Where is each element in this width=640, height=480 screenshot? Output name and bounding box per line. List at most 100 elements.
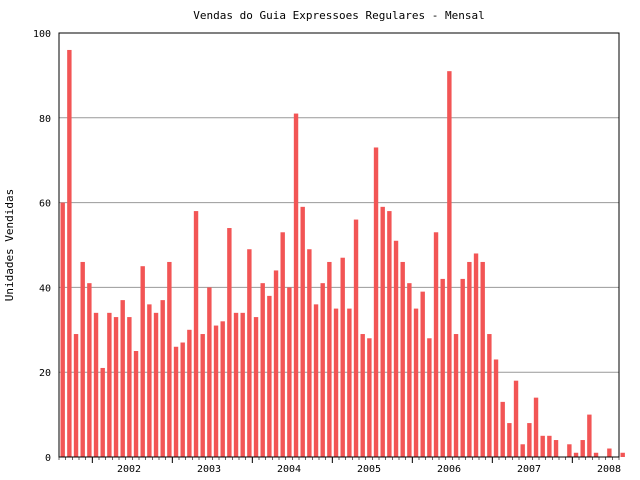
bar bbox=[167, 261, 172, 457]
bar bbox=[87, 283, 92, 457]
bar bbox=[553, 440, 559, 457]
x-tick-label: 2002 bbox=[117, 464, 141, 475]
bar bbox=[360, 334, 365, 457]
bar bbox=[120, 300, 125, 457]
bar bbox=[113, 317, 119, 457]
bar bbox=[607, 448, 612, 457]
bar bbox=[273, 270, 279, 457]
bar bbox=[307, 249, 312, 457]
bar bbox=[340, 257, 345, 457]
bar bbox=[207, 287, 212, 457]
x-tick-label: 2006 bbox=[437, 464, 461, 475]
bar bbox=[93, 312, 99, 457]
bar bbox=[480, 261, 485, 457]
x-tick-label: 2005 bbox=[357, 464, 381, 475]
bar bbox=[473, 253, 479, 457]
x-tick-label: 2008 bbox=[597, 464, 621, 475]
bar bbox=[140, 266, 145, 457]
bar bbox=[267, 295, 272, 457]
bar bbox=[567, 444, 572, 457]
bar bbox=[133, 351, 139, 457]
bar bbox=[373, 147, 379, 458]
y-axis-label: Unidades Vendidas bbox=[3, 189, 16, 302]
bar bbox=[387, 211, 392, 457]
bar bbox=[327, 261, 332, 457]
bar bbox=[587, 414, 592, 457]
bar bbox=[460, 278, 465, 457]
bar bbox=[333, 308, 339, 457]
bar bbox=[593, 452, 599, 457]
chart-title: Vendas do Guia Expressoes Regulares - Me… bbox=[193, 9, 484, 22]
bar bbox=[160, 300, 165, 457]
gridlines bbox=[59, 117, 619, 373]
x-tick-label: 2007 bbox=[517, 464, 541, 475]
bar bbox=[213, 325, 219, 457]
bar bbox=[293, 113, 299, 457]
y-tick-label: 100 bbox=[33, 29, 51, 40]
bar bbox=[367, 338, 372, 457]
y-tick-label: 80 bbox=[39, 114, 51, 125]
bar bbox=[580, 440, 585, 457]
bar bbox=[200, 334, 205, 457]
bar bbox=[80, 261, 85, 457]
bar bbox=[233, 312, 239, 457]
bar bbox=[300, 206, 305, 457]
bar bbox=[187, 329, 192, 457]
bar bbox=[440, 278, 445, 457]
bar bbox=[413, 308, 419, 457]
bar bbox=[193, 211, 199, 457]
bar bbox=[380, 206, 385, 457]
bar bbox=[107, 312, 112, 457]
bar bbox=[180, 342, 185, 457]
y-tick-label: 60 bbox=[39, 199, 51, 210]
x-tick-label: 2004 bbox=[277, 464, 301, 475]
bar bbox=[540, 435, 545, 457]
y-tick-label: 40 bbox=[39, 283, 51, 294]
bar bbox=[67, 49, 72, 458]
bar bbox=[573, 452, 579, 457]
bar bbox=[520, 444, 525, 457]
bar bbox=[347, 308, 352, 457]
bar bbox=[487, 334, 492, 457]
x-axis-ticks: 2002 2003 2004 2005 2006 2007 2008 bbox=[58, 457, 621, 475]
bar bbox=[420, 291, 425, 457]
bar bbox=[393, 240, 399, 457]
bar bbox=[533, 397, 539, 457]
bar bbox=[620, 452, 625, 457]
bars bbox=[60, 49, 625, 458]
bar bbox=[100, 367, 105, 457]
bar bbox=[500, 401, 505, 457]
bar bbox=[240, 312, 245, 457]
bar bbox=[280, 232, 285, 457]
bar bbox=[287, 287, 292, 457]
bar bbox=[493, 359, 499, 457]
bar bbox=[253, 317, 259, 457]
bar bbox=[247, 249, 252, 457]
bar bbox=[320, 283, 325, 457]
bar bbox=[453, 334, 459, 457]
bar bbox=[60, 202, 65, 457]
bar bbox=[467, 261, 472, 457]
y-axis-ticks: 0 20 40 60 80 100 bbox=[33, 29, 51, 464]
bar bbox=[73, 334, 79, 457]
bar bbox=[527, 423, 532, 457]
bar bbox=[400, 261, 405, 457]
bar bbox=[260, 283, 265, 457]
bar bbox=[220, 321, 225, 457]
bar bbox=[127, 317, 132, 457]
bar bbox=[353, 219, 359, 457]
bar bbox=[407, 283, 412, 457]
bar bbox=[513, 380, 519, 457]
bar bbox=[433, 232, 439, 457]
bar bbox=[447, 71, 452, 457]
x-tick-label: 2003 bbox=[197, 464, 221, 475]
bar bbox=[507, 423, 512, 457]
bar bbox=[147, 304, 152, 457]
y-tick-label: 0 bbox=[45, 453, 51, 464]
bar bbox=[313, 304, 319, 457]
bar bbox=[547, 435, 552, 457]
bar bbox=[427, 338, 432, 457]
bar bbox=[227, 228, 232, 457]
bar bbox=[173, 346, 179, 457]
